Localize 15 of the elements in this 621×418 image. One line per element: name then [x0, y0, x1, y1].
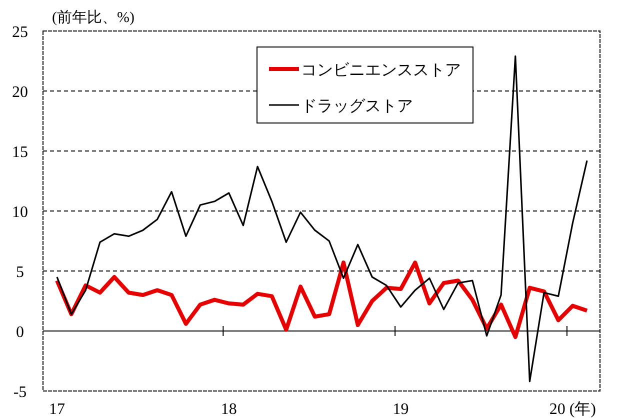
- x-tick-label: 19: [392, 401, 409, 418]
- y-tick-label: 0: [16, 324, 24, 341]
- y-tick-label: -5: [13, 384, 27, 401]
- y-axis-title: (前年比、%): [52, 9, 134, 26]
- legend-label: コンビニエンスストア: [301, 60, 461, 79]
- y-tick-label: 25: [12, 24, 28, 41]
- x-tick-label: 17: [49, 401, 65, 418]
- legend-label: ドラッグストア: [301, 96, 413, 115]
- x-tick-label: 20 (年): [549, 401, 596, 418]
- y-tick-label: 15: [12, 144, 28, 161]
- y-tick-label: 10: [12, 204, 28, 221]
- x-tick-label: 18: [220, 401, 237, 418]
- y-tick-label: 5: [16, 264, 24, 281]
- y-tick-label: 20: [12, 84, 28, 101]
- line-series: [55, 260, 589, 339]
